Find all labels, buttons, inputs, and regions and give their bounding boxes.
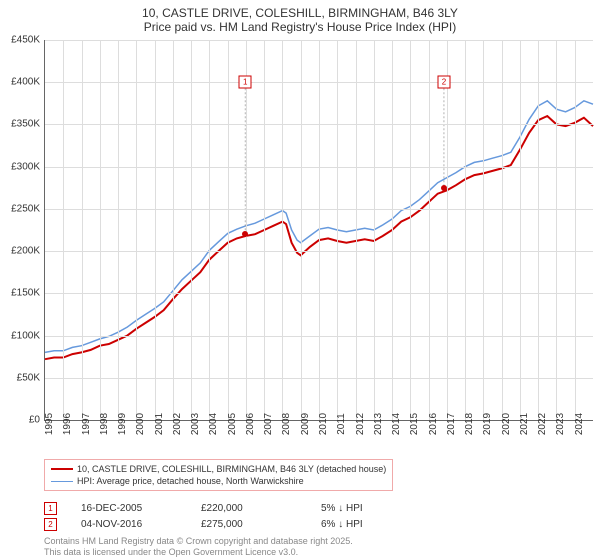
gridline-v bbox=[556, 40, 557, 420]
title-subtitle: Price paid vs. HM Land Registry's House … bbox=[0, 20, 600, 34]
gridline-v bbox=[155, 40, 156, 420]
datapoint-marker: 2 bbox=[44, 518, 57, 531]
ytick-label: £300K bbox=[11, 161, 40, 172]
xtick-label: 2002 bbox=[172, 413, 183, 435]
ytick-label: £250K bbox=[11, 203, 40, 214]
datapoint-row: 2 04-NOV-2016 £275,000 6% ↓ HPI bbox=[44, 516, 441, 532]
xtick-label: 2003 bbox=[190, 413, 201, 435]
xtick-label: 2014 bbox=[391, 413, 402, 435]
sale-marker: 1 bbox=[239, 76, 252, 89]
xtick-label: 1998 bbox=[99, 413, 110, 435]
xtick-label: 2017 bbox=[446, 413, 457, 435]
gridline-v bbox=[538, 40, 539, 420]
datapoint-pct: 5% ↓ HPI bbox=[321, 503, 441, 514]
xtick-label: 2010 bbox=[318, 413, 329, 435]
datapoint-marker: 1 bbox=[44, 502, 57, 515]
gridline-v bbox=[173, 40, 174, 420]
xtick-label: 2012 bbox=[355, 413, 366, 435]
xtick-label: 2009 bbox=[300, 413, 311, 435]
xtick-label: 1999 bbox=[117, 413, 128, 435]
chart-container: 10, CASTLE DRIVE, COLESHILL, BIRMINGHAM,… bbox=[0, 0, 600, 560]
gridline-v bbox=[374, 40, 375, 420]
chart-title: 10, CASTLE DRIVE, COLESHILL, BIRMINGHAM,… bbox=[0, 0, 600, 34]
legend: 10, CASTLE DRIVE, COLESHILL, BIRMINGHAM,… bbox=[44, 459, 393, 491]
datapoint-price: £220,000 bbox=[201, 503, 321, 514]
xtick-label: 2001 bbox=[154, 413, 165, 435]
datapoint-price: £275,000 bbox=[201, 519, 321, 530]
gridline-v bbox=[392, 40, 393, 420]
gridline-v bbox=[264, 40, 265, 420]
xtick-label: 2008 bbox=[281, 413, 292, 435]
plot-area: 12 bbox=[44, 40, 593, 421]
legend-label: HPI: Average price, detached house, Nort… bbox=[77, 476, 304, 486]
xtick-label: 2019 bbox=[482, 413, 493, 435]
xtick-label: 2022 bbox=[537, 413, 548, 435]
xtick-label: 2004 bbox=[208, 413, 219, 435]
legend-swatch bbox=[51, 481, 73, 482]
ytick-label: £150K bbox=[11, 288, 40, 299]
legend-item-hpi: HPI: Average price, detached house, Nort… bbox=[51, 475, 386, 487]
gridline-v bbox=[356, 40, 357, 420]
gridline-v bbox=[465, 40, 466, 420]
ytick-label: £350K bbox=[11, 119, 40, 130]
gridline-v bbox=[319, 40, 320, 420]
gridline-v bbox=[502, 40, 503, 420]
sale-marker: 2 bbox=[437, 76, 450, 89]
gridline-v bbox=[483, 40, 484, 420]
legend-swatch bbox=[51, 468, 73, 470]
xtick-label: 2015 bbox=[409, 413, 420, 435]
ytick-label: £50K bbox=[17, 372, 40, 383]
gridline-v bbox=[63, 40, 64, 420]
gridline-v bbox=[575, 40, 576, 420]
gridline-v bbox=[118, 40, 119, 420]
gridline-v bbox=[429, 40, 430, 420]
gridline-v bbox=[447, 40, 448, 420]
gridline-v bbox=[191, 40, 192, 420]
datapoint-date: 16-DEC-2005 bbox=[81, 503, 201, 514]
xtick-label: 2024 bbox=[574, 413, 585, 435]
gridline-v bbox=[100, 40, 101, 420]
xtick-label: 1997 bbox=[81, 413, 92, 435]
footer-licence: This data is licensed under the Open Gov… bbox=[44, 547, 353, 558]
footer-copyright: Contains HM Land Registry data © Crown c… bbox=[44, 536, 353, 547]
xtick-label: 1996 bbox=[62, 413, 73, 435]
ytick-label: £200K bbox=[11, 246, 40, 257]
xtick-label: 2020 bbox=[501, 413, 512, 435]
xtick-label: 2005 bbox=[227, 413, 238, 435]
ytick-label: £100K bbox=[11, 330, 40, 341]
gridline-v bbox=[82, 40, 83, 420]
ytick-label: £0 bbox=[29, 415, 40, 426]
gridline-v bbox=[136, 40, 137, 420]
legend-label: 10, CASTLE DRIVE, COLESHILL, BIRMINGHAM,… bbox=[77, 464, 386, 474]
xtick-label: 2021 bbox=[519, 413, 530, 435]
gridline-v bbox=[246, 40, 247, 420]
datapoint-row: 1 16-DEC-2005 £220,000 5% ↓ HPI bbox=[44, 500, 441, 516]
xtick-label: 2000 bbox=[135, 413, 146, 435]
ytick-label: £450K bbox=[11, 35, 40, 46]
legend-item-property: 10, CASTLE DRIVE, COLESHILL, BIRMINGHAM,… bbox=[51, 463, 386, 475]
xtick-label: 2018 bbox=[464, 413, 475, 435]
gridline-v bbox=[282, 40, 283, 420]
gridline-v bbox=[337, 40, 338, 420]
gridline-v bbox=[520, 40, 521, 420]
xtick-label: 2011 bbox=[336, 413, 347, 435]
xtick-label: 2016 bbox=[428, 413, 439, 435]
gridline-v bbox=[228, 40, 229, 420]
ytick-label: £400K bbox=[11, 77, 40, 88]
gridline-v bbox=[301, 40, 302, 420]
datapoint-date: 04-NOV-2016 bbox=[81, 519, 201, 530]
footer: Contains HM Land Registry data © Crown c… bbox=[44, 536, 353, 558]
gridline-v bbox=[410, 40, 411, 420]
xtick-label: 2006 bbox=[245, 413, 256, 435]
datapoint-pct: 6% ↓ HPI bbox=[321, 519, 441, 530]
xtick-label: 2023 bbox=[555, 413, 566, 435]
xtick-label: 1995 bbox=[44, 413, 55, 435]
xtick-label: 2007 bbox=[263, 413, 274, 435]
datapoints-table: 1 16-DEC-2005 £220,000 5% ↓ HPI 2 04-NOV… bbox=[44, 500, 441, 532]
title-address: 10, CASTLE DRIVE, COLESHILL, BIRMINGHAM,… bbox=[0, 6, 600, 20]
sale-dot bbox=[441, 185, 447, 191]
gridline-v bbox=[209, 40, 210, 420]
sale-dot bbox=[242, 231, 248, 237]
xtick-label: 2013 bbox=[373, 413, 384, 435]
